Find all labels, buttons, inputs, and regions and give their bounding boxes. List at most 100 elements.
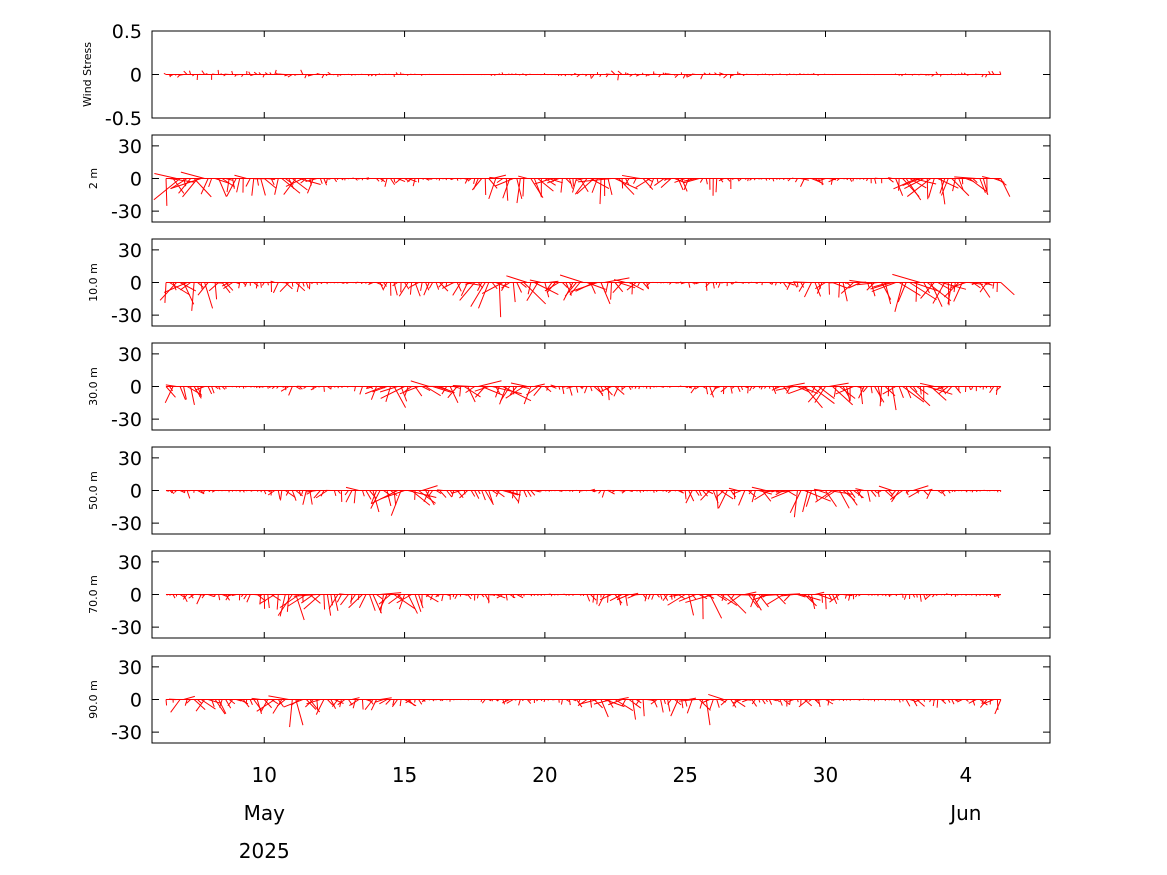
vector-stick	[186, 386, 202, 396]
vector-stick	[916, 594, 918, 598]
vector-stick	[557, 594, 560, 596]
vector-stick	[975, 490, 978, 493]
vector-stick	[818, 490, 828, 494]
vector-stick	[414, 594, 422, 612]
vector-stick	[742, 74, 746, 77]
vector-stick	[407, 594, 418, 614]
vector-stick	[731, 178, 735, 180]
vector-stick	[502, 490, 519, 496]
vector-stick	[551, 386, 557, 389]
vector-stick	[698, 490, 702, 497]
vector-stick	[658, 74, 662, 78]
vector-stick	[180, 282, 191, 291]
vector-stick	[839, 490, 850, 509]
vector-stick	[653, 386, 655, 388]
panel-2-ylabel: 10.0 m	[87, 263, 100, 302]
vector-stick	[481, 282, 504, 295]
vector-stick	[439, 386, 455, 394]
vector-stick	[379, 699, 388, 705]
vector-stick	[565, 699, 570, 702]
vector-stick	[397, 178, 406, 183]
y-tick-label: 0	[130, 481, 142, 503]
vector-stick	[298, 386, 303, 390]
vector-stick	[664, 178, 668, 181]
vector-stick	[950, 73, 953, 75]
vector-stick	[731, 282, 735, 285]
vector-stick	[271, 386, 276, 390]
vector-stick	[937, 490, 943, 494]
vector-stick	[337, 490, 341, 494]
vector-stick	[600, 282, 611, 305]
vector-stick	[618, 178, 635, 195]
vector-stick	[341, 178, 344, 181]
vector-stick	[804, 282, 812, 298]
vector-stick	[635, 178, 651, 189]
vector-stick	[564, 74, 567, 77]
vector-stick	[775, 386, 795, 391]
vector-stick	[747, 282, 750, 284]
vector-stick	[336, 178, 339, 181]
vector-stick	[647, 74, 651, 76]
vector-stick	[194, 386, 205, 391]
vector-stick	[579, 594, 582, 596]
vector-stick	[888, 699, 890, 701]
vector-stick	[904, 178, 924, 189]
y-tick-label: 30	[118, 657, 142, 679]
vector-stick	[219, 699, 223, 708]
vector-stick	[200, 282, 203, 290]
vector-stick	[351, 177, 354, 179]
vector-stick	[797, 594, 806, 598]
vector-stick	[884, 594, 887, 597]
vector-stick	[814, 282, 822, 297]
vector-stick	[751, 486, 766, 491]
vector-stick	[828, 594, 832, 600]
vector-stick	[925, 74, 928, 76]
vector-stick	[788, 386, 809, 395]
vector-stick	[316, 282, 318, 285]
y-tick-label: -30	[111, 305, 142, 327]
month-label: May	[244, 801, 286, 825]
vector-stick	[459, 386, 462, 397]
vector-stick	[339, 74, 342, 76]
vector-stick	[333, 490, 337, 497]
panel-3: 30 0 -30 30.0 m	[87, 342, 1051, 431]
vector-stick	[231, 594, 237, 597]
vector-stick	[943, 282, 960, 298]
vector-stick	[926, 594, 928, 597]
vector-stick	[579, 178, 589, 193]
y-tick-label: -30	[111, 513, 142, 535]
vector-stick	[550, 384, 556, 387]
vector-stick	[491, 490, 498, 495]
vector-stick	[153, 178, 181, 201]
vector-stick	[679, 385, 682, 387]
vector-stick	[853, 490, 864, 499]
vector-stick	[432, 699, 435, 702]
vector-stick	[262, 74, 265, 78]
vector-stick	[509, 386, 518, 395]
vector-stick	[945, 593, 949, 595]
vector-stick	[895, 594, 898, 597]
vector-stick	[634, 386, 637, 389]
vector-stick	[218, 699, 227, 714]
vector-stick	[212, 73, 216, 75]
vector-stick	[936, 699, 939, 708]
vector-stick	[349, 699, 360, 706]
vector-stick	[730, 74, 735, 77]
vector-stick	[776, 594, 786, 605]
vector-stick	[207, 699, 222, 705]
panel-6: 30 0 -30 90.0 m	[87, 655, 1051, 744]
vector-stick	[678, 594, 696, 602]
vector-stick	[376, 594, 383, 600]
vector-stick	[972, 178, 978, 184]
vector-stick	[245, 178, 251, 187]
vector-stick	[569, 490, 571, 492]
vector-stick	[889, 490, 903, 500]
vector-stick	[912, 699, 918, 707]
vector-stick	[913, 282, 941, 293]
vector-stick	[813, 488, 823, 491]
vector-stick	[662, 490, 665, 492]
vector-stick	[568, 282, 573, 289]
vector-stick	[800, 594, 821, 601]
vector-stick	[505, 386, 525, 399]
vector-stick	[464, 594, 468, 596]
